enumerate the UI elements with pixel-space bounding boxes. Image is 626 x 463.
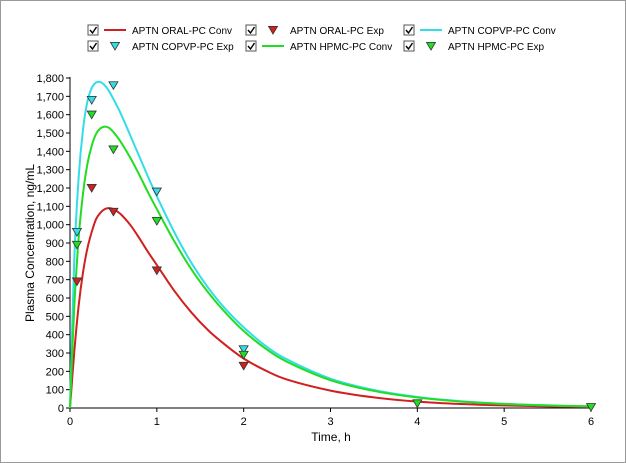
legend-checkbox [245, 24, 257, 36]
x-tick-label: 3 [327, 416, 333, 428]
check-icon [247, 42, 256, 51]
y-tick-label: 1,000 [36, 220, 64, 232]
y-tick-label: 300 [46, 348, 64, 360]
check-icon [405, 26, 414, 35]
data-point [585, 403, 597, 412]
legend-marker-swatch [425, 42, 437, 51]
data-point [71, 240, 83, 250]
y-tick-label: 1,200 [36, 183, 64, 195]
y-tick-label: 1,800 [36, 73, 64, 85]
legend-checkbox [87, 40, 99, 52]
y-tick-label: 1,100 [36, 201, 64, 213]
y-tick-label: 100 [46, 385, 64, 397]
y-tick-label: 1,400 [36, 146, 64, 158]
y-tick-label: 1,300 [36, 165, 64, 177]
x-axis-title: Time, h [311, 430, 351, 444]
legend-label: APTN COPVP-PC Conv [448, 26, 556, 37]
data-point [238, 361, 249, 371]
data-point [108, 81, 119, 91]
check-icon [89, 42, 98, 51]
data-point [86, 110, 97, 120]
x-tick-label: 2 [241, 416, 247, 428]
series-line [69, 125, 592, 409]
series-line [69, 80, 592, 409]
data-point [238, 350, 249, 360]
data-point [86, 184, 97, 193]
legend-checkbox [245, 40, 257, 52]
check-icon [89, 26, 98, 35]
data-point [412, 399, 423, 409]
y-tick-label: 800 [46, 256, 64, 268]
legend-label: APTN ORAL-PC Conv [132, 26, 232, 37]
legend-marker-swatch [267, 26, 279, 35]
y-axis-title: Plasma Concentration, ng/mL [23, 164, 37, 322]
data-point [151, 266, 163, 276]
y-tick-label: 1,500 [36, 128, 64, 140]
data-point [71, 277, 83, 287]
legend-checkbox [87, 24, 99, 36]
legend-label: APTN HPMC-PC Exp [448, 42, 545, 53]
y-tick-label: 400 [46, 330, 64, 342]
y-tick-label: 600 [46, 293, 64, 305]
data-point [86, 96, 97, 105]
data-point [108, 145, 119, 155]
y-tick-label: 1,700 [36, 91, 64, 103]
plot-area: 0 100 200 300 400 500 600 700 800 900 1,000 1,100 1,… [36, 73, 597, 428]
x-tick-label: 6 [588, 416, 594, 428]
check-icon [247, 26, 256, 35]
y-tick-label: 700 [46, 275, 64, 287]
y-tick-label: 900 [46, 238, 64, 250]
legend-checkbox [403, 24, 415, 36]
legend-label: APTN COPVP-PC Exp [132, 42, 234, 53]
legend: APTN ORAL-PC Conv APTN ORAL-PC Exp APTN CO… [87, 24, 556, 53]
legend-checkbox [403, 40, 415, 52]
data-point [108, 207, 119, 217]
data-point [151, 187, 163, 197]
check-icon [405, 42, 414, 51]
data-point [71, 228, 83, 237]
data-point [151, 217, 163, 226]
y-tick-label: 200 [46, 366, 64, 378]
x-tick-label: 4 [414, 416, 420, 428]
legend-label: APTN ORAL-PC Exp [290, 26, 384, 37]
data-point [238, 345, 249, 355]
y-tick-label: 1,600 [36, 110, 64, 122]
x-tick-label: 1 [154, 416, 160, 428]
y-tick-label: 500 [46, 311, 64, 323]
series-line [69, 207, 592, 409]
y-tick-label: 0 [58, 403, 64, 415]
legend-marker-swatch [109, 42, 121, 51]
x-tick-label: 5 [501, 416, 507, 428]
legend-label: APTN HPMC-PC Conv [290, 42, 392, 53]
x-tick-label: 0 [67, 416, 73, 428]
